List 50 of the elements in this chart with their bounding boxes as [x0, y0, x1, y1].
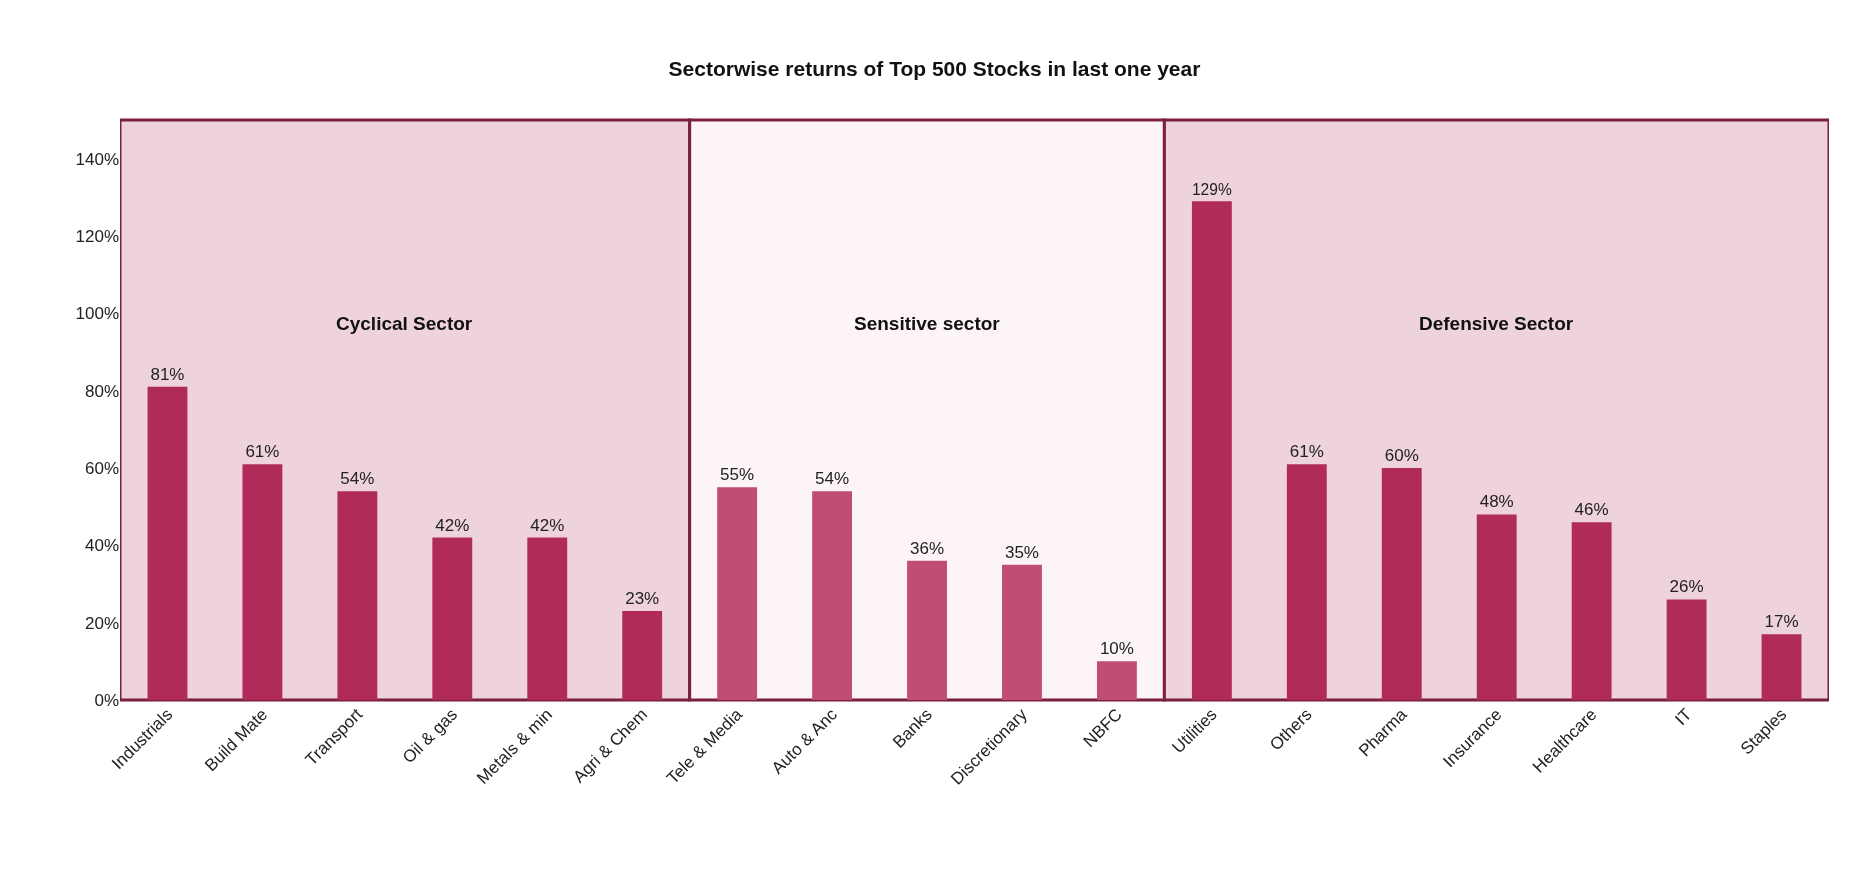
chart-title: Sectorwise returns of Top 500 Stocks in last one year — [668, 56, 1201, 80]
y-tick-label: 120% — [75, 226, 119, 246]
y-tick-label: 0% — [94, 690, 119, 710]
bar — [1666, 599, 1707, 700]
bar — [527, 537, 568, 700]
data-label: 81% — [150, 364, 185, 384]
bar — [717, 487, 758, 700]
y-tick-label: 140% — [75, 149, 119, 169]
band-label: Sensitive sector — [854, 313, 1001, 334]
x-tick-label: IT — [1671, 704, 1696, 730]
data-label: 36% — [910, 538, 945, 558]
data-label: 54% — [815, 469, 850, 489]
bar — [1761, 634, 1802, 700]
y-tick-label: 80% — [84, 381, 119, 401]
y-tick-label: 100% — [75, 304, 119, 324]
data-label: 129% — [1191, 180, 1232, 198]
data-label: 55% — [720, 465, 755, 485]
y-tick-label: 60% — [84, 458, 119, 478]
data-label: 26% — [1669, 577, 1704, 597]
bar — [1476, 514, 1517, 700]
data-label: 10% — [1099, 639, 1134, 659]
y-tick-label: 20% — [84, 613, 119, 633]
data-label: 54% — [340, 469, 375, 489]
bar — [242, 464, 283, 700]
data-label: 48% — [1479, 492, 1514, 512]
data-label: 17% — [1764, 612, 1799, 632]
x-tick-label: Oil & gas — [398, 704, 462, 768]
bar — [907, 560, 947, 700]
data-label: 42% — [435, 515, 470, 535]
bar — [337, 491, 378, 700]
bar — [622, 611, 663, 700]
bar — [1571, 522, 1612, 700]
data-label: 61% — [245, 442, 280, 462]
band-label: Cyclical Sector — [336, 313, 473, 334]
data-label: 23% — [625, 589, 660, 609]
bar — [1381, 468, 1422, 700]
data-label: 35% — [1004, 542, 1039, 562]
bar — [1286, 464, 1327, 700]
bar — [432, 537, 473, 700]
data-label: 42% — [530, 515, 565, 535]
data-label: 46% — [1574, 500, 1609, 520]
bar — [147, 386, 188, 700]
band-label: Defensive Sector — [1419, 313, 1574, 334]
bar — [812, 491, 853, 700]
data-label: 60% — [1384, 446, 1419, 465]
bar — [1096, 661, 1137, 700]
data-label: 61% — [1289, 442, 1324, 462]
bar — [1191, 201, 1232, 700]
y-tick-label: 40% — [84, 536, 119, 556]
bar — [1002, 564, 1042, 700]
